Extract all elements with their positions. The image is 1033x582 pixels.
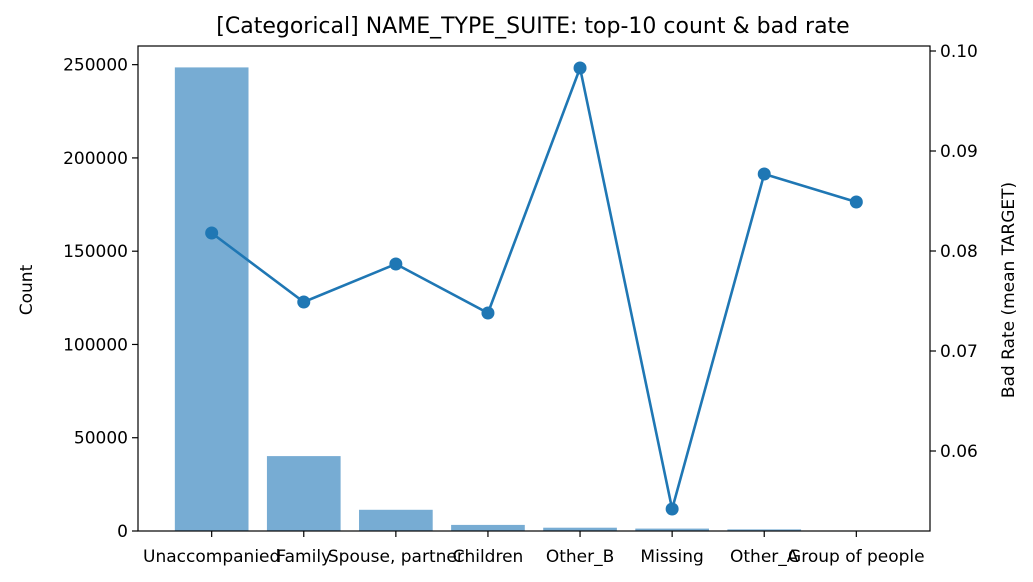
- axes-group: 0 50000 100000 150000 200000 250000 0.06 0.07 0.…: [63, 42, 978, 567]
- x-tick-label: Children: [453, 547, 524, 567]
- bad-rate-point: [665, 502, 679, 516]
- plot-frame: [137, 45, 931, 532]
- bar: [543, 527, 617, 531]
- y-axis-left-label: Count: [17, 264, 37, 315]
- x-tick-label: Spouse, partner: [328, 547, 464, 567]
- bad-rate-point: [389, 257, 403, 271]
- y-right-tick-label: 0.06: [940, 442, 978, 462]
- x-tick-label: Unaccompanied: [143, 547, 280, 567]
- bad-rate-point: [205, 226, 219, 240]
- bar: [266, 456, 341, 531]
- bad-rate-line: [210, 63, 857, 510]
- y-left-tick-label: 0: [117, 522, 128, 542]
- bad-rate-point: [849, 195, 863, 209]
- y-right-tick-label: 0.08: [940, 242, 978, 262]
- y-axis-right-label: Bad Rate (mean TARGET): [999, 182, 1019, 398]
- y-left-tick-label: 250000: [63, 56, 128, 76]
- bad-rate-point: [573, 61, 587, 75]
- y-right-tick-label: 0.10: [940, 42, 978, 62]
- y-left-tick-label: 100000: [63, 335, 128, 355]
- y-left-tick-label: 50000: [74, 429, 128, 449]
- y-right-tick-label: 0.07: [940, 342, 978, 362]
- line-group: [205, 61, 863, 516]
- x-tick-label: Other_B: [546, 547, 614, 567]
- bar: [727, 529, 802, 531]
- y-right-tick-label: 0.09: [940, 142, 978, 162]
- bar: [359, 509, 433, 531]
- bars-group: [174, 67, 894, 532]
- x-tick-label: Missing: [640, 547, 703, 567]
- y-left-tick-label: 200000: [63, 149, 128, 169]
- chart-title: [Categorical] NAME_TYPE_SUITE: top-10 co…: [216, 14, 849, 39]
- x-tick-label: Group of people: [788, 547, 925, 567]
- x-tick-label: Family: [276, 547, 331, 567]
- bad-rate-point: [757, 167, 771, 181]
- bar: [635, 528, 709, 531]
- bad-rate-point: [481, 306, 495, 320]
- x-tick-label: Other_A: [730, 547, 799, 567]
- bad-rate-point: [297, 295, 311, 309]
- bar: [174, 67, 249, 532]
- bar: [451, 524, 525, 531]
- y-left-tick-label: 150000: [63, 242, 128, 262]
